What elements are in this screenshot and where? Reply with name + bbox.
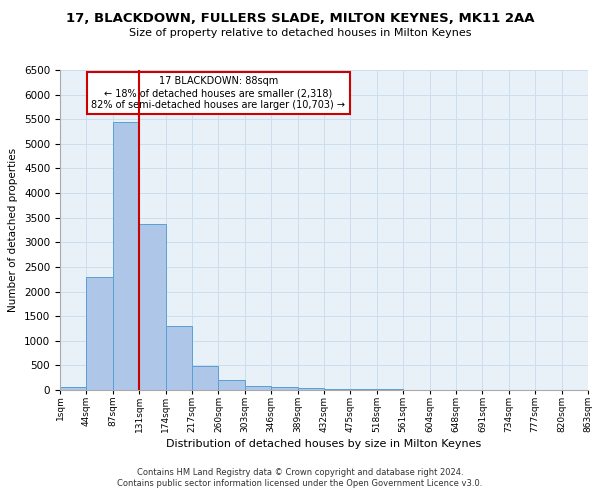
Text: 17 BLACKDOWN: 88sqm
← 18% of detached houses are smaller (2,318)
82% of semi-det: 17 BLACKDOWN: 88sqm ← 18% of detached ho… [91, 76, 346, 110]
Bar [298, 388, 324, 390]
Bar [324, 388, 350, 390]
X-axis label: Distribution of detached houses by size in Milton Keynes: Distribution of detached houses by size … [166, 439, 482, 449]
Text: Size of property relative to detached houses in Milton Keynes: Size of property relative to detached ho… [129, 28, 471, 38]
Bar [245, 386, 271, 390]
Bar [166, 326, 192, 390]
Bar [60, 386, 86, 390]
Text: Contains HM Land Registry data © Crown copyright and database right 2024.
Contai: Contains HM Land Registry data © Crown c… [118, 468, 482, 487]
Text: 17, BLACKDOWN, FULLERS SLADE, MILTON KEYNES, MK11 2AA: 17, BLACKDOWN, FULLERS SLADE, MILTON KEY… [66, 12, 534, 26]
Bar [139, 224, 166, 390]
Bar [350, 389, 377, 390]
Bar [192, 366, 218, 390]
Bar [113, 122, 139, 390]
Y-axis label: Number of detached properties: Number of detached properties [8, 148, 19, 312]
Bar [86, 277, 113, 390]
Bar [271, 388, 298, 390]
Bar [218, 380, 245, 390]
